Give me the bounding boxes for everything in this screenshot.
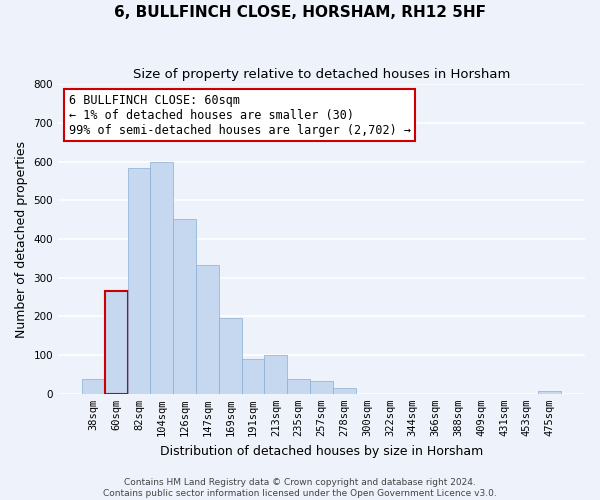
Text: 6, BULLFINCH CLOSE, HORSHAM, RH12 5HF: 6, BULLFINCH CLOSE, HORSHAM, RH12 5HF bbox=[114, 5, 486, 20]
Text: 6 BULLFINCH CLOSE: 60sqm
← 1% of detached houses are smaller (30)
99% of semi-de: 6 BULLFINCH CLOSE: 60sqm ← 1% of detache… bbox=[68, 94, 410, 136]
Bar bbox=[265, 355, 287, 394]
Bar bbox=[82, 379, 105, 394]
Bar bbox=[333, 388, 356, 394]
Title: Size of property relative to detached houses in Horsham: Size of property relative to detached ho… bbox=[133, 68, 510, 80]
Bar bbox=[105, 292, 128, 394]
Bar bbox=[128, 168, 151, 394]
Bar bbox=[538, 390, 561, 394]
Bar bbox=[287, 379, 310, 394]
X-axis label: Distribution of detached houses by size in Horsham: Distribution of detached houses by size … bbox=[160, 444, 483, 458]
Bar bbox=[196, 266, 219, 394]
Bar bbox=[151, 162, 173, 394]
Bar bbox=[242, 359, 265, 394]
Text: Contains HM Land Registry data © Crown copyright and database right 2024.
Contai: Contains HM Land Registry data © Crown c… bbox=[103, 478, 497, 498]
Bar bbox=[310, 382, 333, 394]
Y-axis label: Number of detached properties: Number of detached properties bbox=[15, 140, 28, 338]
Bar bbox=[219, 318, 242, 394]
Bar bbox=[173, 218, 196, 394]
